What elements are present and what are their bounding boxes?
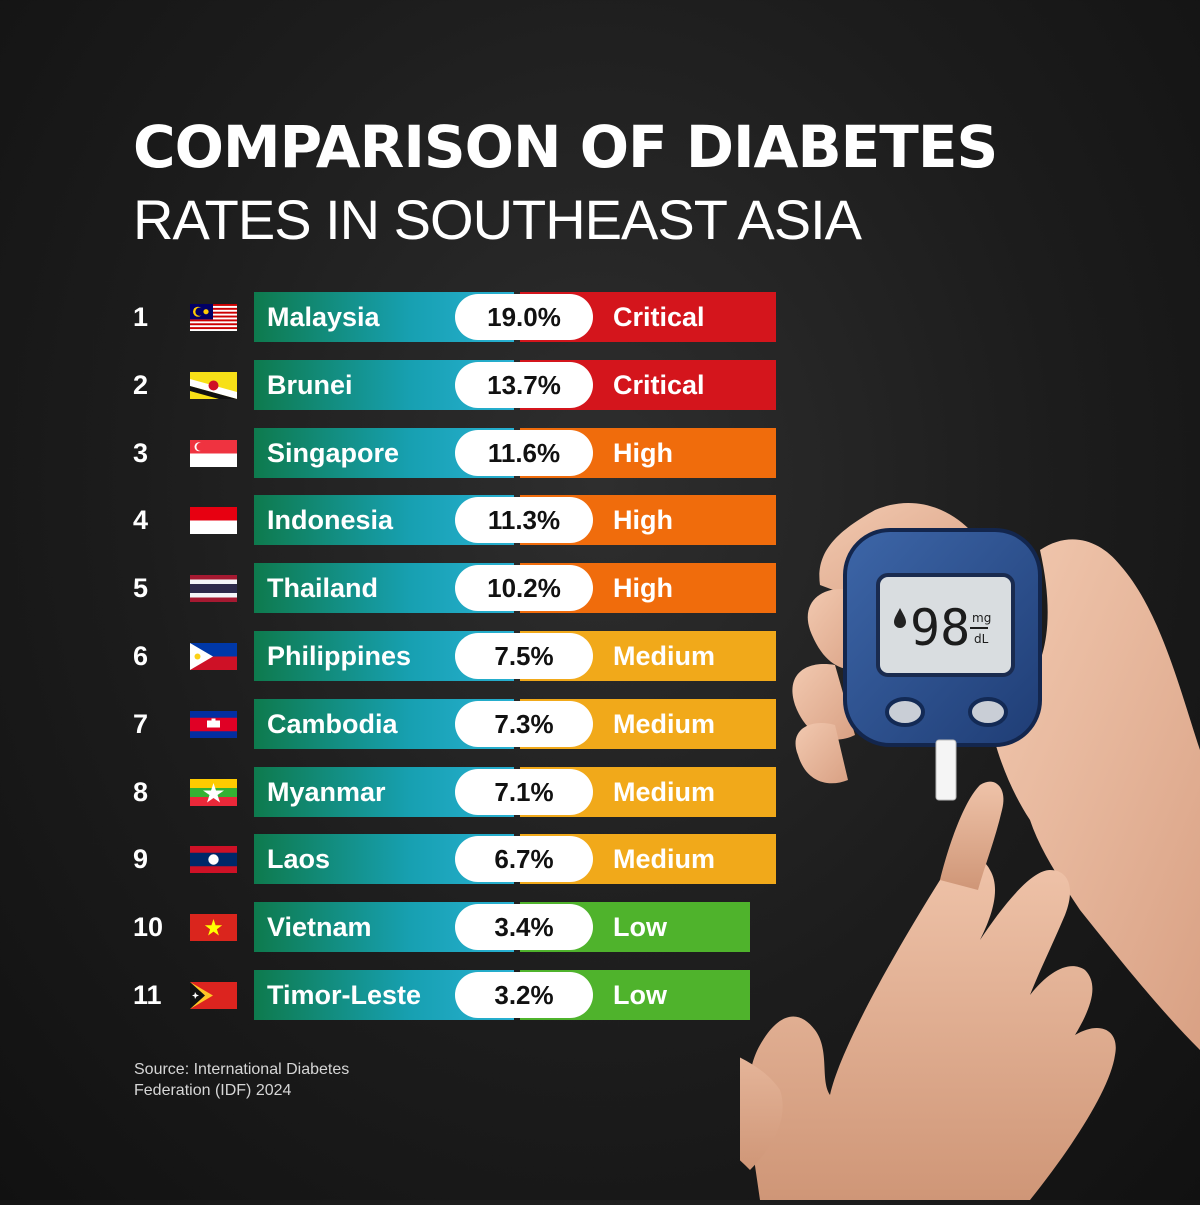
- table-row: 8 Myanmar 7.1% Medium: [0, 766, 800, 817]
- table-row: 5 Thailand 10.2% High: [0, 563, 800, 614]
- table-row: 6 Philippines 7.5% Medium: [0, 631, 800, 681]
- risk-level-label: High: [613, 437, 673, 468]
- rank-label: 5: [133, 573, 149, 604]
- country-label: Malaysia: [267, 302, 380, 332]
- risk-level-label: Critical: [613, 302, 705, 332]
- drop-icon: [894, 608, 906, 628]
- rate-value: 13.7%: [455, 361, 593, 408]
- hand-with-glucose-meter-image: 98 mg dL: [569, 490, 1200, 1200]
- risk-level-label: Low: [613, 980, 667, 1010]
- rate-value: 7.5%: [455, 633, 593, 679]
- risk-level-label: Critical: [613, 369, 705, 400]
- rank-label: 9: [133, 844, 149, 875]
- table-row: 10 Vietnam 3.4% Low: [0, 902, 800, 953]
- rate-value: 11.3%: [455, 497, 593, 544]
- brunei-flag-icon: [190, 371, 237, 399]
- rank-label: 2: [133, 369, 149, 400]
- rank-label: 8: [133, 776, 149, 807]
- country-label: Timor-Leste: [267, 980, 422, 1010]
- risk-level-label: High: [613, 573, 673, 604]
- country-label: Cambodia: [267, 708, 398, 739]
- rate-value: 11.6%: [455, 429, 593, 476]
- vietnam-flag-icon: [190, 914, 237, 942]
- risk-level-label: High: [613, 505, 673, 536]
- rank-label: 4: [133, 505, 149, 536]
- rate-value: 10.2%: [455, 565, 593, 612]
- philippines-flag-icon: [190, 643, 237, 670]
- source-line-1: Source: International Diabetes: [134, 1061, 350, 1078]
- rank-label: 1: [133, 302, 149, 332]
- table-row: 1 Malaysia 19.0% Critical: [0, 292, 800, 342]
- table-row: 9 Laos 6.7% Medium: [0, 834, 800, 885]
- test-strip: [935, 739, 957, 801]
- country-label: Laos: [267, 844, 331, 875]
- rank-label: 3: [133, 437, 149, 468]
- table-row: 4 Indonesia 11.3% High: [0, 495, 800, 546]
- risk-level-label: Medium: [613, 776, 716, 807]
- meter-reading: 98: [910, 599, 970, 657]
- rank-label: 10: [133, 912, 164, 943]
- country-label: Vietnam: [267, 912, 372, 943]
- rate-value: 19.0%: [455, 294, 593, 340]
- myanmar-flag-icon: [190, 778, 237, 806]
- meter-left-button: [885, 697, 925, 727]
- country-label: Indonesia: [267, 505, 394, 536]
- risk-level-label: Low: [613, 912, 667, 943]
- laos-flag-icon: [190, 846, 237, 874]
- rank-label: 6: [133, 641, 149, 671]
- table-row: 7 Cambodia 7.3% Medium: [0, 698, 800, 749]
- risk-level-label: Medium: [613, 844, 716, 875]
- rate-value: 7.3%: [455, 700, 593, 747]
- country-label: Thailand: [267, 573, 379, 604]
- country-label: Singapore: [267, 437, 400, 468]
- title-line-2: RATES IN SOUTHEAST ASIA: [133, 188, 862, 251]
- thailand-flag-icon: [190, 575, 237, 603]
- risk-level-label: Medium: [613, 641, 716, 671]
- meter-unit-bottom: dL: [974, 632, 989, 646]
- singapore-flag-icon: [190, 439, 237, 467]
- timor-leste-flag-icon: [190, 982, 237, 1009]
- country-label: Philippines: [267, 641, 412, 671]
- glucose-meter-illustration: 98 mg dL: [569, 502, 1200, 1200]
- table-row: 3 Singapore 11.6% High: [0, 427, 800, 478]
- rate-value: 7.1%: [455, 768, 593, 815]
- rate-value: 3.4%: [455, 904, 593, 951]
- rate-value: 3.2%: [455, 972, 593, 1018]
- table-row: 11 Timor-Leste 3.2% Low: [0, 970, 800, 1020]
- meter-unit-top: mg: [972, 611, 991, 625]
- source-note: Source: International Diabetes Federatio…: [134, 1059, 434, 1101]
- source-line-2: Federation (IDF) 2024: [134, 1082, 292, 1099]
- cambodia-flag-icon: [190, 710, 237, 738]
- country-label: Myanmar: [267, 776, 386, 807]
- rank-label: 11: [133, 980, 162, 1010]
- risk-level-label: Medium: [613, 708, 716, 739]
- meter-right-button: [968, 697, 1008, 727]
- indonesia-flag-icon: [190, 507, 237, 535]
- rate-value: 6.7%: [455, 836, 593, 883]
- table-row: 2 Brunei 13.7% Critical: [0, 359, 800, 410]
- title-line-1: COMPARISON OF DIABETES: [133, 113, 998, 181]
- country-label: Brunei: [267, 369, 353, 400]
- rank-label: 7: [133, 708, 149, 739]
- malaysia-flag-icon: [190, 304, 237, 331]
